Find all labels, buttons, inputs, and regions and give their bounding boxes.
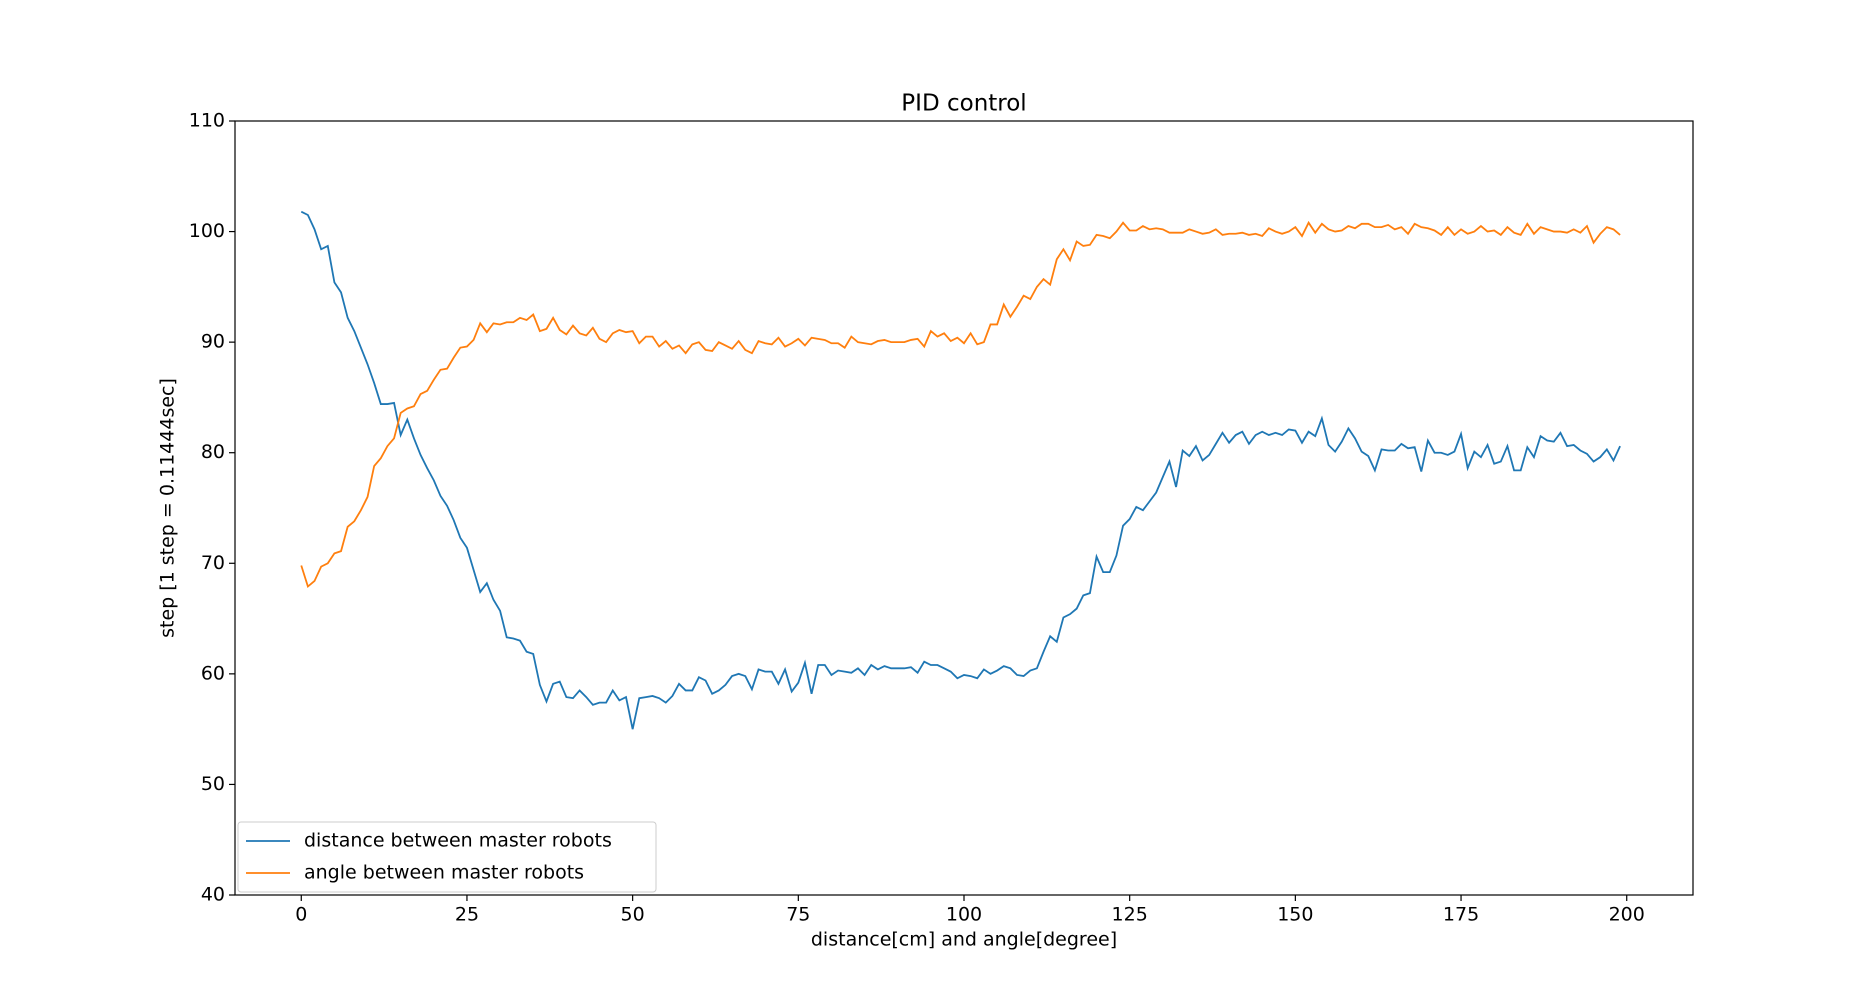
chart-title: PID control bbox=[901, 91, 1026, 117]
y-tick-label: 80 bbox=[201, 441, 225, 463]
legend-label: angle between master robots bbox=[304, 862, 584, 884]
y-tick-label: 100 bbox=[189, 220, 225, 242]
x-tick-label: 100 bbox=[946, 904, 982, 926]
x-tick-label: 25 bbox=[455, 904, 479, 926]
legend-box bbox=[237, 821, 657, 893]
y-axis-label: step [1 step = 0.11444sec] bbox=[157, 378, 179, 638]
y-tick-label: 110 bbox=[189, 110, 225, 132]
y-tick-label: 90 bbox=[201, 331, 225, 353]
x-tick-label: 50 bbox=[621, 904, 645, 926]
x-tick-label: 125 bbox=[1112, 904, 1148, 926]
x-tick-label: 150 bbox=[1277, 904, 1313, 926]
legend-label: distance between master robots bbox=[304, 830, 612, 852]
data-line bbox=[300, 220, 1621, 589]
x-axis-label: distance[cm] and angle[degree] bbox=[811, 929, 1117, 951]
x-tick-label: 75 bbox=[786, 904, 810, 926]
y-tick-label: 70 bbox=[201, 552, 225, 574]
x-tick-label: 175 bbox=[1443, 904, 1479, 926]
data-line bbox=[300, 210, 1621, 730]
y-tick-label: 40 bbox=[201, 884, 225, 906]
plot-frame bbox=[234, 120, 1694, 896]
x-tick-label: 200 bbox=[1609, 904, 1645, 926]
y-tick-label: 50 bbox=[201, 773, 225, 795]
y-tick-label: 60 bbox=[201, 662, 225, 684]
x-tick-label: 0 bbox=[295, 904, 307, 926]
